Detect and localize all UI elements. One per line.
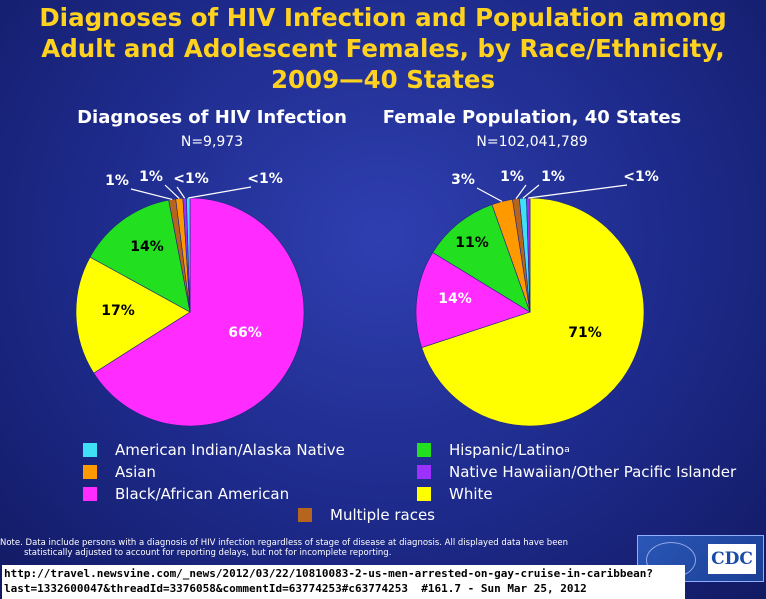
chart-0-leader-4 [164,184,180,199]
legend-item: Native Hawaiian/Other Pacific Islander [417,463,736,481]
legend-label: Asian [115,463,156,481]
chart-0-leader-3 [130,188,173,200]
legend-swatch [298,508,312,522]
chart-1-leader-6 [528,184,628,199]
legend-swatch [83,443,97,457]
legend-item: Asian [83,463,156,481]
legend-footnote-marker: a [564,445,570,455]
right-chart-title: Female Population, 40 States [382,107,682,128]
legend-item: American Indian/Alaska Native [83,441,345,459]
right-chart-n: N=102,041,789 [476,134,588,150]
legend-swatch [83,487,97,501]
chart-0-slice-2 [89,199,191,313]
chart-0-label-6: <1% [247,171,283,187]
legend-item: Hispanic/Latino a [417,441,570,459]
chart-1-label-2: 11% [455,235,489,251]
chart-0-label-3: 1% [105,173,129,189]
footnote-line-1: Note. Data include persons with a diagno… [0,538,569,548]
url-caption: http://travel.newsvine.com/_news/2012/03… [2,565,685,599]
legend-label: American Indian/Alaska Native [115,441,345,459]
left-chart-n: N=9,973 [180,134,244,150]
chart-0-slice-0 [93,197,305,427]
chart-0-label-1: 17% [101,303,135,319]
chart-1-label-5: 1% [541,169,565,185]
chart-1-leader-4 [515,184,527,200]
slide-title: Diagnoses of HIV Infection and Populatio… [0,2,766,95]
legend-label: Black/African American [115,485,290,503]
chart-0-label-2: 14% [130,239,164,255]
title-line-1: Diagnoses of HIV Infection and Populatio… [39,3,727,32]
legend-label: White [449,485,493,503]
url-line-2: last=1332600047&threadId=3376058&comment… [4,582,587,595]
chart-1-slice-0 [421,197,645,427]
chart-1-label-1: 14% [438,291,472,307]
legend-label: Multiple races [330,506,435,524]
chart-1-leader-5 [522,184,540,199]
chart-1-label-6: <1% [623,169,659,185]
chart-1-label-4: 1% [500,169,524,185]
chart-1-slice-2 [432,204,531,313]
chart-0-leader-6 [188,186,252,199]
chart-0-label-0: 66% [228,325,262,341]
chart-0-label-5: <1% [173,171,209,187]
chart-0-leader-5 [176,186,186,199]
legend-label: Hispanic/Latino [449,441,565,459]
legend-label: Native Hawaiian/Other Pacific Islander [449,463,737,481]
title-line-3: 2009—40 States [270,65,496,94]
chart-0-label-4: 1% [139,169,163,185]
legend-swatch [417,487,431,501]
cdc-logo-text: CDC [708,544,756,574]
chart-0-slice-1 [75,256,191,374]
legend-swatch [417,465,431,479]
footnote: Note. Data include persons with a diagno… [0,538,568,558]
chart-1-label-3: 3% [451,172,475,188]
chart-1-leader-3 [476,187,503,203]
chart-1-slice-1 [415,252,531,348]
title-line-2: Adult and Adolescent Females, by Race/Et… [41,34,725,63]
footnote-line-2: statistically adjusted to account for re… [24,548,392,558]
url-line-1: http://travel.newsvine.com/_news/2012/03… [4,567,654,580]
legend-item: White [417,485,493,503]
legend-swatch [417,443,431,457]
legend-item: Black/African American [83,485,289,503]
legend-item: Multiple races [298,506,435,524]
left-chart-title: Diagnoses of HIV Infection [77,107,347,128]
chart-1-label-0: 71% [568,325,602,341]
legend-swatch [83,465,97,479]
